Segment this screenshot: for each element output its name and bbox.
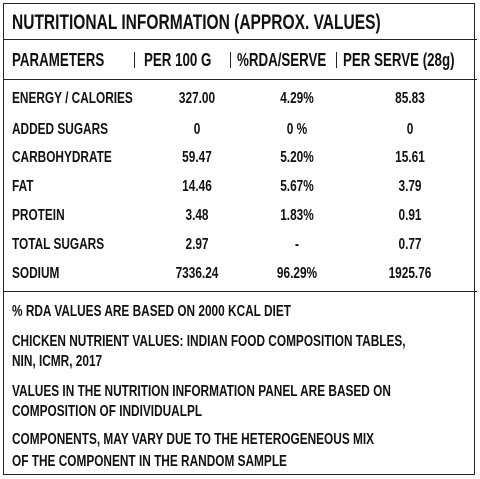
parameter-cell: ENERGY / CALORIES [12, 90, 133, 107]
header-cell: PARAMETERS [12, 50, 105, 70]
value-cell: 59.47 [182, 149, 212, 166]
value-cell: 0.77 [398, 236, 422, 253]
value-cell: 96.29% [276, 265, 318, 282]
header-cell: PER 100 G [144, 50, 212, 70]
note-line: % RDA VALUES ARE BASED ON 2000 KCAL DIET [12, 303, 291, 320]
parameter-cell: FAT [12, 178, 34, 195]
value-cell: 7336.24 [175, 265, 219, 282]
note-line: OF THE COMPONENT IN THE RANDOM SAMPLE [12, 453, 287, 470]
parameter-cell: SODIUM [12, 265, 60, 282]
header-cell: %RDA/SERVE [237, 50, 327, 70]
note-line: VALUES IN THE NUTRITION INFORMATION PANE… [12, 383, 391, 400]
border [3, 3, 475, 475]
value-cell: 3.79 [398, 178, 422, 195]
header-cell: PER SERVE (28g) [343, 50, 455, 70]
note-line: COMPONENTS, MAY VARY DUE TO THE HETEROGE… [12, 431, 375, 448]
note-line: COMPOSITION OF INDIVIDUALPL [12, 403, 203, 420]
value-cell: 1.83% [280, 207, 314, 224]
value-cell: 14.46 [182, 178, 212, 195]
value-cell: 327.00 [178, 90, 216, 107]
value-cell: 5.20% [280, 149, 314, 166]
value-cell: 0 [406, 121, 414, 138]
value-cell: - [295, 236, 299, 253]
value-cell: 85.83 [395, 90, 425, 107]
value-cell: 5.67% [280, 178, 314, 195]
separator [230, 52, 231, 68]
parameter-cell: ADDED SUGARS [12, 121, 109, 138]
value-cell: 0 % [286, 121, 308, 138]
value-cell: 0.91 [398, 207, 422, 224]
note-line: NIN, ICMR, 2017 [12, 353, 103, 370]
parameter-cell: CARBOHYDRATE [12, 149, 112, 166]
value-cell: 3.48 [185, 207, 209, 224]
value-cell: 15.61 [395, 149, 425, 166]
value-cell: 4.29% [280, 90, 314, 107]
note-line: CHICKEN NUTRIENT VALUES: INDIAN FOOD COM… [12, 333, 406, 350]
separator [336, 52, 337, 68]
title: NUTRITIONAL INFORMATION (APPROX. VALUES) [12, 11, 381, 34]
value-cell: 2.97 [185, 236, 209, 253]
separator [134, 52, 135, 68]
value-cell: 0 [193, 121, 201, 138]
parameter-cell: PROTEIN [12, 207, 65, 224]
value-cell: 1925.76 [388, 265, 432, 282]
parameter-cell: TOTAL SUGARS [12, 236, 105, 253]
divider [3, 79, 477, 80]
divider [3, 291, 477, 292]
divider [3, 39, 477, 40]
